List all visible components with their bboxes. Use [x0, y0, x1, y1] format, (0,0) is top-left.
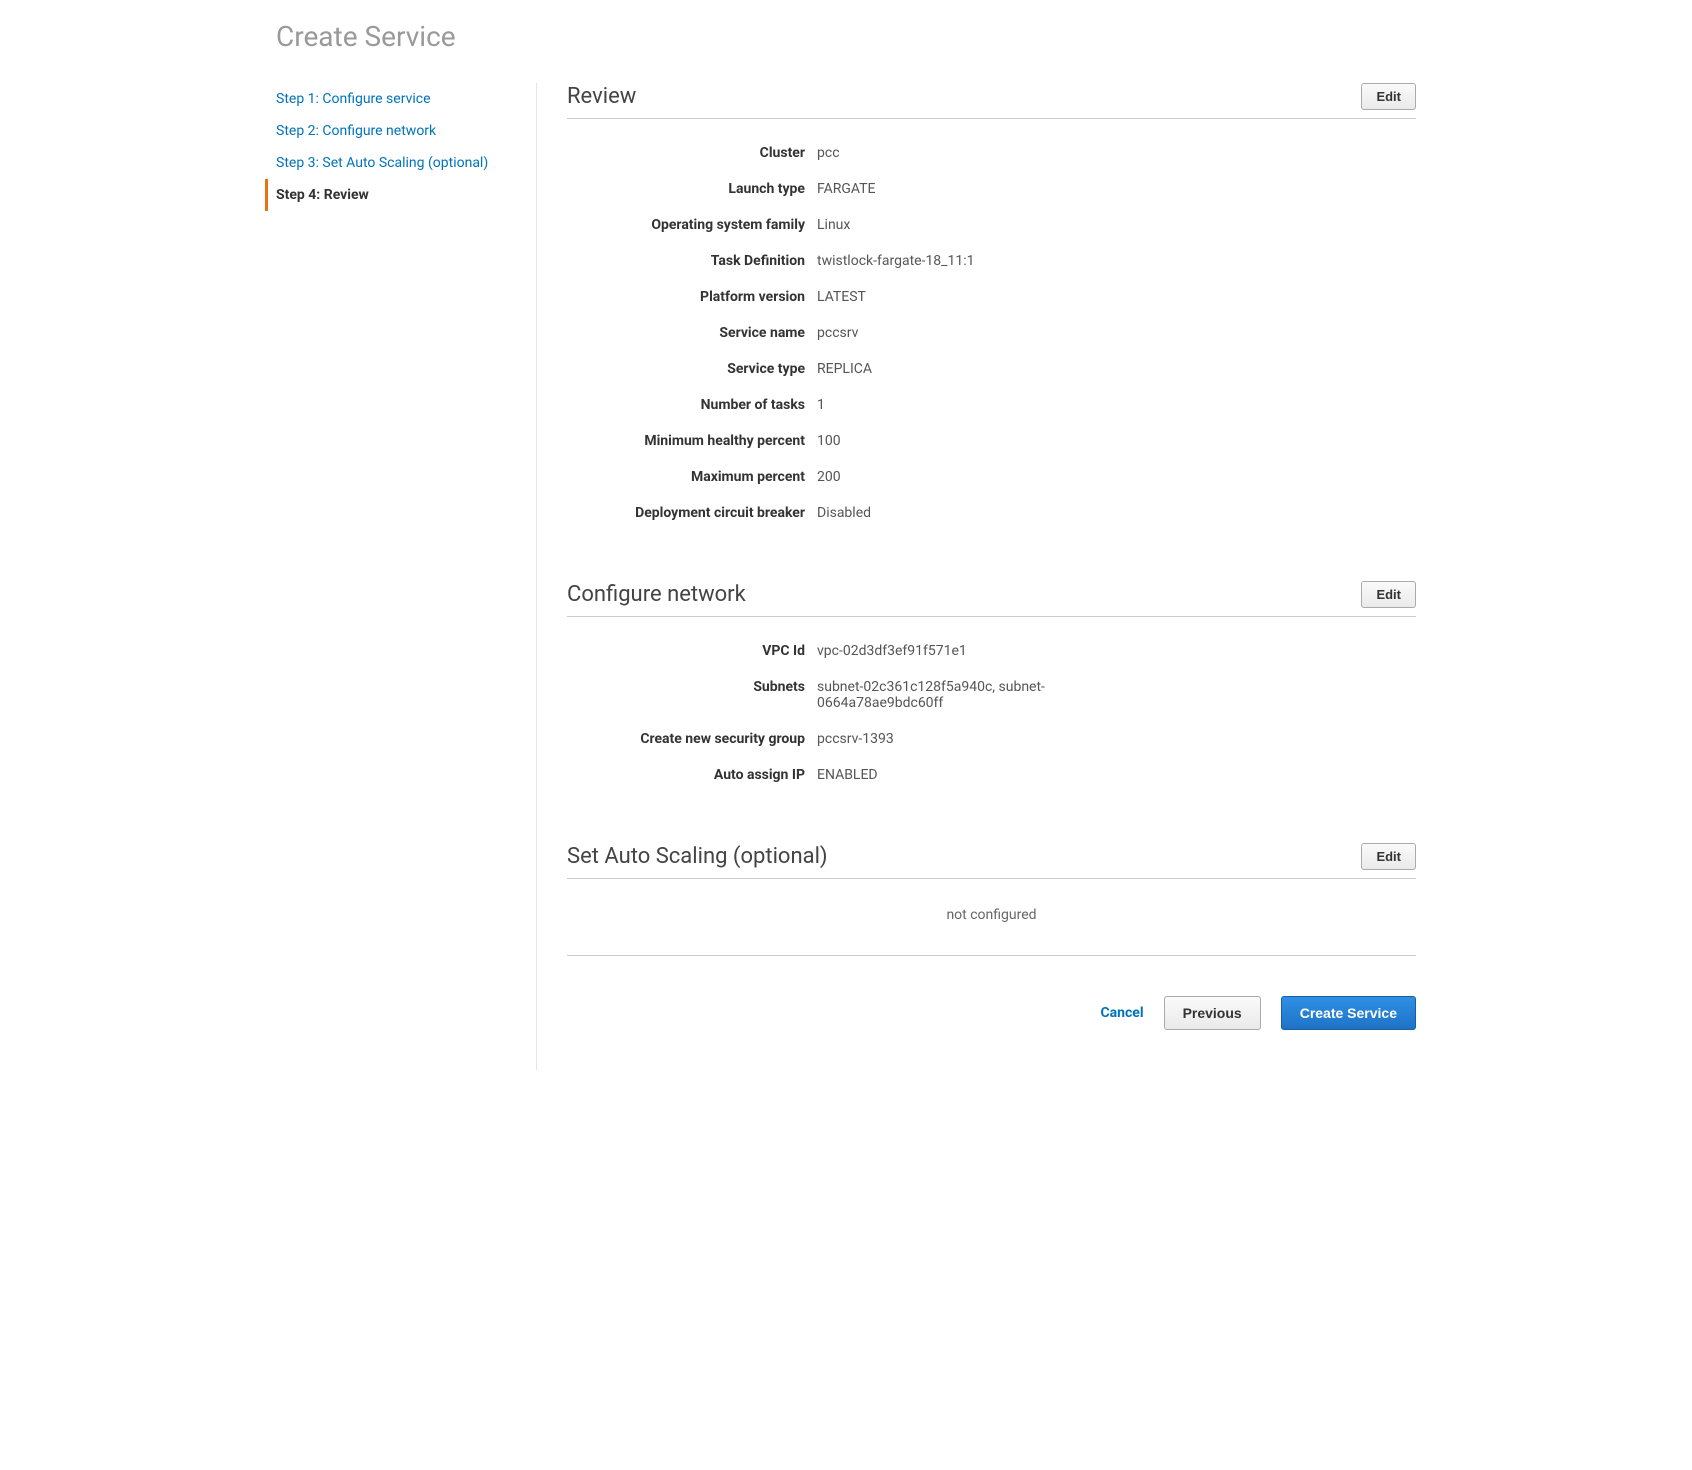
platform-version-label: Platform version — [567, 289, 817, 305]
security-group-label: Create new security group — [567, 731, 817, 747]
auto-scaling-section-title: Set Auto Scaling (optional) — [567, 844, 828, 869]
min-healthy-percent-label: Minimum healthy percent — [567, 433, 817, 449]
service-name-value: pccsrv — [817, 325, 1117, 341]
vpc-id-value: vpc-02d3df3ef91f571e1 — [817, 643, 1117, 659]
create-service-button[interactable]: Create Service — [1281, 996, 1416, 1030]
edit-auto-scaling-button[interactable]: Edit — [1361, 843, 1416, 870]
task-definition-value: twistlock-fargate-18_11:1 — [817, 253, 1117, 269]
previous-button[interactable]: Previous — [1164, 996, 1261, 1030]
number-of-tasks-label: Number of tasks — [567, 397, 817, 413]
cluster-label: Cluster — [567, 145, 817, 161]
deployment-circuit-breaker-label: Deployment circuit breaker — [567, 505, 817, 521]
page-title: Create Service — [276, 20, 1416, 53]
auto-scaling-not-configured: not configured — [567, 895, 1416, 935]
security-group-value: pccsrv-1393 — [817, 731, 1117, 747]
step-1-configure-service[interactable]: Step 1: Configure service — [276, 83, 506, 115]
subnets-value: subnet-02c361c128f5a940c, subnet-0664a78… — [817, 679, 1117, 711]
launch-type-label: Launch type — [567, 181, 817, 197]
service-name-label: Service name — [567, 325, 817, 341]
service-type-value: REPLICA — [817, 361, 1117, 377]
actions-divider — [567, 955, 1416, 956]
step-4-review[interactable]: Step 4: Review — [265, 179, 506, 211]
number-of-tasks-value: 1 — [817, 397, 1117, 413]
cluster-value: pcc — [817, 145, 1117, 161]
os-family-label: Operating system family — [567, 217, 817, 233]
configure-network-section: Configure network Edit VPC Idvpc-02d3df3… — [567, 581, 1416, 793]
review-rows: Clusterpcc Launch typeFARGATE Operating … — [567, 135, 1416, 531]
review-section-title: Review — [567, 84, 636, 109]
max-percent-value: 200 — [817, 469, 1117, 485]
step-2-configure-network[interactable]: Step 2: Configure network — [276, 115, 506, 147]
step-3-set-auto-scaling[interactable]: Step 3: Set Auto Scaling (optional) — [276, 147, 506, 179]
os-family-value: Linux — [817, 217, 1117, 233]
auto-assign-ip-label: Auto assign IP — [567, 767, 817, 783]
max-percent-label: Maximum percent — [567, 469, 817, 485]
launch-type-value: FARGATE — [817, 181, 1117, 197]
edit-review-button[interactable]: Edit — [1361, 83, 1416, 110]
edit-network-button[interactable]: Edit — [1361, 581, 1416, 608]
service-type-label: Service type — [567, 361, 817, 377]
network-rows: VPC Idvpc-02d3df3ef91f571e1 Subnetssubne… — [567, 633, 1416, 793]
deployment-circuit-breaker-value: Disabled — [817, 505, 1117, 521]
auto-scaling-section: Set Auto Scaling (optional) Edit not con… — [567, 843, 1416, 935]
platform-version-value: LATEST — [817, 289, 1117, 305]
main-content: Review Edit Clusterpcc Launch typeFARGAT… — [536, 83, 1416, 1070]
wizard-steps-nav: Step 1: Configure service Step 2: Config… — [276, 83, 506, 1070]
vpc-id-label: VPC Id — [567, 643, 817, 659]
review-section: Review Edit Clusterpcc Launch typeFARGAT… — [567, 83, 1416, 531]
subnets-label: Subnets — [567, 679, 817, 711]
configure-network-section-title: Configure network — [567, 582, 746, 607]
wizard-actions: Cancel Previous Create Service — [567, 996, 1416, 1030]
auto-assign-ip-value: ENABLED — [817, 767, 1117, 783]
task-definition-label: Task Definition — [567, 253, 817, 269]
min-healthy-percent-value: 100 — [817, 433, 1117, 449]
cancel-link[interactable]: Cancel — [1101, 1005, 1144, 1021]
